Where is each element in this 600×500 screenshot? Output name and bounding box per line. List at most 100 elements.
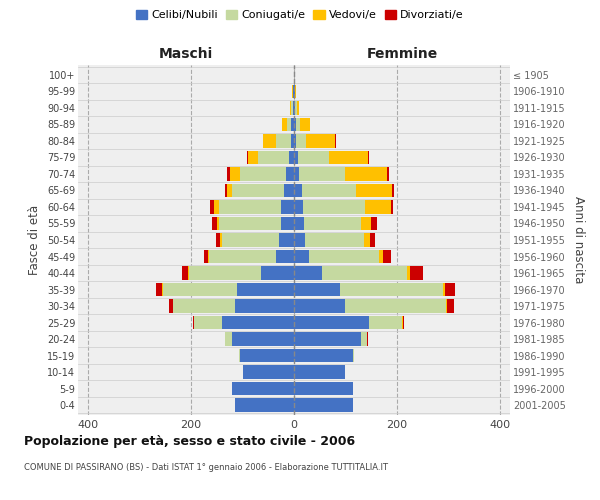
Bar bbox=[238, 283, 294, 296]
Bar bbox=[292, 134, 294, 147]
Bar bbox=[232, 382, 294, 396]
Bar bbox=[263, 134, 294, 147]
Bar bbox=[287, 118, 294, 131]
Bar bbox=[294, 332, 368, 346]
Bar bbox=[209, 250, 294, 264]
Bar bbox=[217, 233, 294, 247]
Bar bbox=[294, 233, 375, 247]
Bar bbox=[294, 200, 303, 214]
Bar bbox=[210, 200, 294, 214]
Text: COMUNE DI PASSIRANO (BS) - Dati ISTAT 1° gennaio 2006 - Elaborazione TUTTITALIA.: COMUNE DI PASSIRANO (BS) - Dati ISTAT 1°… bbox=[24, 462, 388, 471]
Bar bbox=[294, 150, 369, 164]
Bar bbox=[217, 216, 294, 230]
Bar bbox=[240, 167, 294, 180]
Bar bbox=[294, 250, 379, 264]
Bar bbox=[194, 316, 294, 330]
Bar bbox=[239, 349, 294, 362]
Bar bbox=[173, 300, 294, 313]
Bar bbox=[214, 200, 294, 214]
Bar bbox=[263, 134, 294, 147]
Bar bbox=[294, 398, 353, 412]
Bar bbox=[232, 382, 294, 396]
Bar bbox=[235, 398, 294, 412]
Bar bbox=[294, 216, 361, 230]
Bar bbox=[224, 332, 294, 346]
Bar bbox=[235, 398, 294, 412]
Bar bbox=[294, 167, 389, 180]
Bar bbox=[224, 332, 294, 346]
Bar bbox=[294, 366, 346, 379]
Bar bbox=[294, 316, 402, 330]
Bar bbox=[294, 84, 295, 98]
Bar bbox=[294, 300, 454, 313]
Bar bbox=[258, 150, 294, 164]
Bar bbox=[235, 300, 294, 313]
Bar bbox=[276, 134, 294, 147]
Bar bbox=[240, 349, 294, 362]
Bar bbox=[294, 184, 394, 197]
Bar bbox=[294, 101, 296, 114]
Bar bbox=[294, 366, 346, 379]
Bar bbox=[294, 134, 307, 147]
Bar bbox=[294, 134, 335, 147]
Bar bbox=[294, 233, 364, 247]
Bar bbox=[294, 167, 346, 180]
Bar bbox=[294, 266, 407, 280]
Bar bbox=[281, 216, 294, 230]
Bar bbox=[294, 382, 353, 396]
Bar bbox=[293, 101, 294, 114]
Bar bbox=[294, 300, 446, 313]
Bar bbox=[235, 398, 294, 412]
Bar bbox=[294, 200, 393, 214]
Bar bbox=[294, 250, 310, 264]
Bar bbox=[294, 382, 353, 396]
Bar bbox=[294, 349, 354, 362]
Bar bbox=[156, 283, 294, 296]
Bar bbox=[289, 150, 294, 164]
Bar bbox=[242, 366, 294, 379]
Bar bbox=[294, 233, 305, 247]
Bar bbox=[276, 250, 294, 264]
Bar bbox=[247, 150, 294, 164]
Bar bbox=[242, 366, 294, 379]
Bar bbox=[163, 283, 294, 296]
Bar bbox=[204, 250, 294, 264]
Bar bbox=[294, 84, 296, 98]
Bar bbox=[294, 118, 310, 131]
Text: Femmine: Femmine bbox=[367, 47, 437, 61]
Bar bbox=[260, 266, 294, 280]
Bar bbox=[182, 266, 294, 280]
Bar bbox=[173, 300, 294, 313]
Bar bbox=[294, 200, 391, 214]
Bar bbox=[294, 349, 354, 362]
Bar bbox=[294, 266, 410, 280]
Bar bbox=[292, 84, 294, 98]
Bar bbox=[294, 216, 371, 230]
Bar bbox=[212, 216, 294, 230]
Bar bbox=[294, 316, 403, 330]
Bar bbox=[278, 233, 294, 247]
Bar bbox=[163, 283, 294, 296]
Bar bbox=[294, 266, 322, 280]
Bar bbox=[294, 332, 367, 346]
Bar bbox=[294, 398, 353, 412]
Bar bbox=[294, 118, 310, 131]
Bar bbox=[294, 150, 368, 164]
Bar bbox=[292, 101, 294, 114]
Bar bbox=[224, 332, 294, 346]
Bar bbox=[294, 101, 299, 114]
Bar bbox=[232, 382, 294, 396]
Bar bbox=[193, 316, 294, 330]
Bar bbox=[232, 382, 294, 396]
Bar bbox=[294, 332, 367, 346]
Bar bbox=[281, 200, 294, 214]
Bar bbox=[294, 300, 346, 313]
Bar bbox=[294, 150, 329, 164]
Bar bbox=[294, 283, 445, 296]
Bar bbox=[239, 349, 294, 362]
Bar bbox=[294, 300, 447, 313]
Bar bbox=[282, 118, 294, 131]
Bar bbox=[294, 134, 335, 147]
Bar bbox=[294, 184, 356, 197]
Bar bbox=[222, 316, 294, 330]
